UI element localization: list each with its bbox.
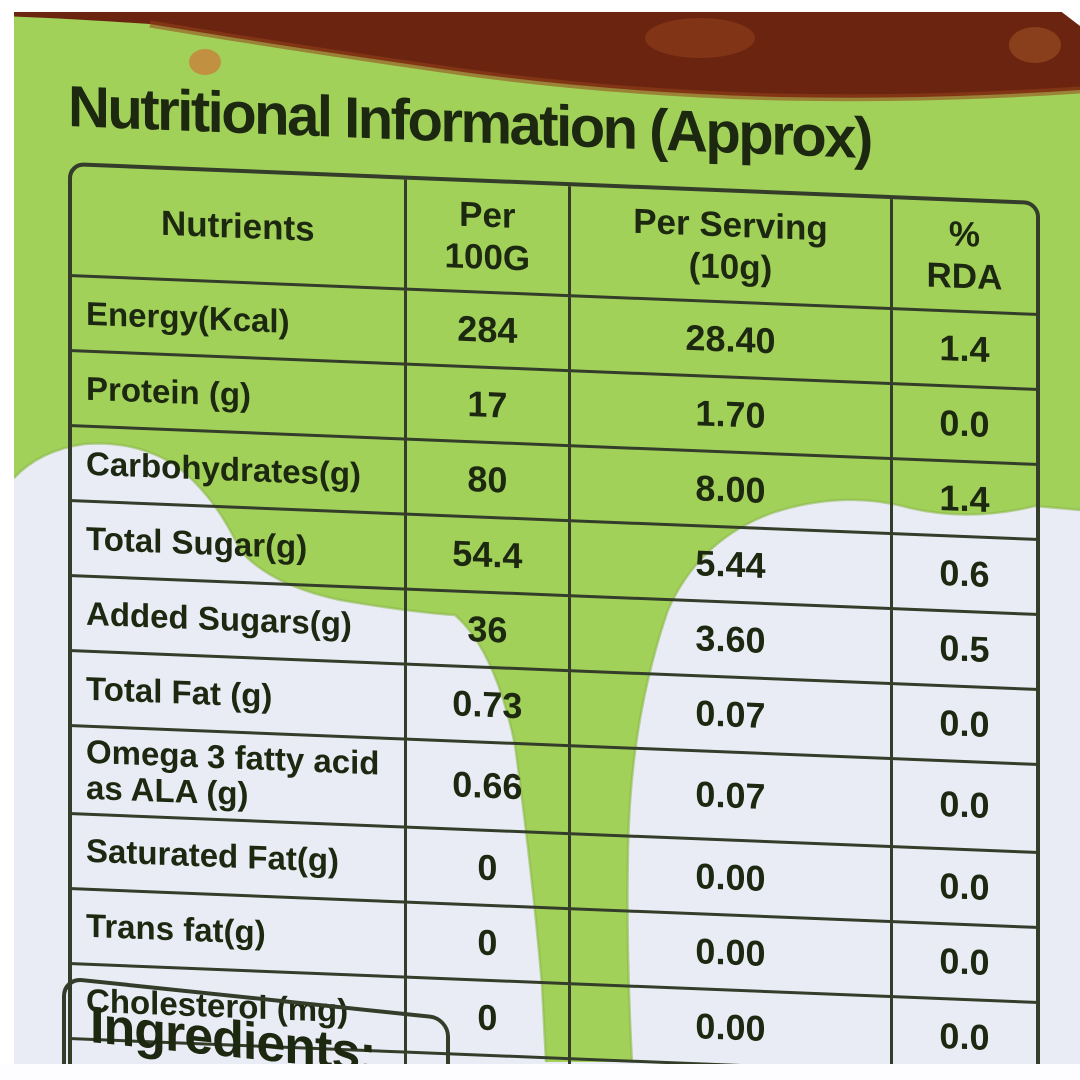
value-rda: 0.0 (891, 846, 1036, 927)
green-drip-outline (13, 442, 1080, 1063)
value-rda: 0.5 (891, 608, 1036, 690)
nutrient-name: Trans fat(g) (72, 888, 406, 977)
jar-contents-band-edge (149, 20, 1080, 102)
jar-contents-band (0, 10, 1080, 98)
col-header-per-100g: Per 100G (405, 179, 570, 296)
value-per-serving: 5.44 (569, 520, 892, 609)
nutrient-name: Total Sugar(g) (72, 500, 406, 590)
value-per-100g: 36 (405, 589, 570, 671)
col-header-rda: % RDA (891, 199, 1036, 315)
value-per-serving: 1.70 (569, 370, 892, 459)
photo-edge-left (0, 0, 14, 1080)
value-rda: 0.0 (891, 758, 1036, 852)
value-per-serving: 0.00 (569, 833, 892, 922)
photo-edge-bottom (0, 1064, 1080, 1080)
col-header-nutrients: Nutrients (72, 166, 406, 290)
jar-highlight-spot (189, 49, 221, 75)
nutrient-name: Total Fat (g) (72, 650, 406, 740)
label-green-area (14, 12, 1080, 1062)
jar-highlight-spot (1009, 27, 1061, 63)
value-per-100g: 0 (405, 901, 570, 984)
value-per-serving: 0.07 (569, 745, 892, 847)
nutrient-name: Energy(Kcal) (72, 275, 406, 365)
value-rda: 0.0 (891, 921, 1036, 1002)
value-per-100g: 0.73 (405, 664, 570, 746)
photo-edge-top (0, 0, 1080, 12)
value-per-serving: 0.00 (569, 908, 892, 997)
value-rda: 0.0 (891, 683, 1036, 765)
nutrient-name: Saturated Fat(g) (72, 813, 406, 902)
value-per-100g: 284 (405, 289, 570, 371)
value-per-100g: 0 (405, 826, 570, 909)
value-rda: 0.6 (891, 533, 1036, 615)
nutrient-name: Carbohydrates(g) (72, 425, 406, 515)
value-per-100g: 54.4 (405, 514, 570, 596)
col-header-per-serving: Per Serving (10g) (569, 186, 892, 309)
value-per-serving: 8.00 (569, 445, 892, 534)
value-rda: 1.4 (891, 308, 1036, 390)
jar-highlight-spot (645, 18, 755, 58)
nutrient-name: Omega 3 fatty acid as ALA (g) (72, 725, 406, 827)
value-per-100g: 0.66 (405, 739, 570, 834)
label-printed-content: Nutritional Information (Approx) Nutrien… (68, 74, 1040, 1080)
nutrition-table: Nutrients Per 100G Per Serving (10g) % RDA (68, 162, 1040, 1080)
value-per-100g: 80 (405, 439, 570, 521)
nutrient-name: Added Sugars(g) (72, 575, 406, 665)
value-per-100g: 17 (405, 364, 570, 446)
nutrient-name: Protein (g) (72, 350, 406, 440)
value-rda: 1.4 (891, 458, 1036, 540)
value-per-serving: 28.40 (569, 295, 892, 384)
value-rda: 0.0 (891, 383, 1036, 465)
value-per-serving: 0.00 (569, 983, 892, 1072)
value-per-serving: 0.07 (569, 670, 892, 759)
photo-edge-corner-wedge (1046, 0, 1080, 26)
value-per-serving: 3.60 (569, 595, 892, 684)
